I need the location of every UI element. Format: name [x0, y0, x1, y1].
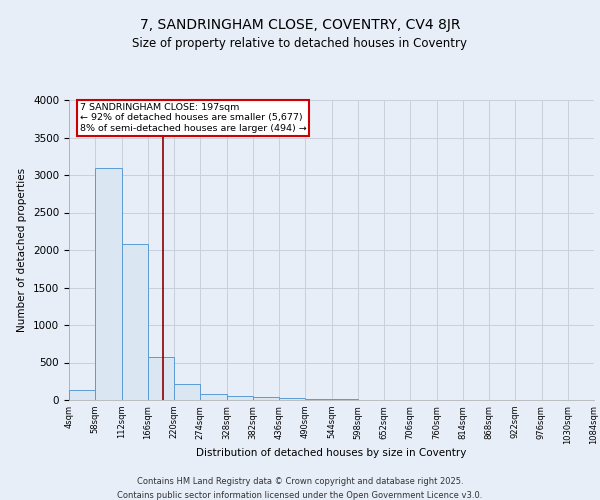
Y-axis label: Number of detached properties: Number of detached properties	[17, 168, 28, 332]
X-axis label: Distribution of detached houses by size in Coventry: Distribution of detached houses by size …	[196, 448, 467, 458]
Bar	[148, 356, 174, 400]
Text: 7 SANDRINGHAM CLOSE: 197sqm
← 92% of detached houses are smaller (5,677)
8% of s: 7 SANDRINGHAM CLOSE: 197sqm ← 92% of det…	[79, 103, 306, 133]
Bar	[69, 390, 95, 400]
Bar	[227, 396, 253, 400]
Bar	[174, 384, 200, 400]
Text: Contains HM Land Registry data © Crown copyright and database right 2025.: Contains HM Land Registry data © Crown c…	[137, 478, 463, 486]
Bar	[200, 394, 227, 400]
Text: 7, SANDRINGHAM CLOSE, COVENTRY, CV4 8JR: 7, SANDRINGHAM CLOSE, COVENTRY, CV4 8JR	[140, 18, 460, 32]
Bar	[121, 244, 148, 400]
Bar	[95, 168, 121, 400]
Bar	[253, 397, 279, 400]
Text: Contains public sector information licensed under the Open Government Licence v3: Contains public sector information licen…	[118, 491, 482, 500]
Text: Size of property relative to detached houses in Coventry: Size of property relative to detached ho…	[133, 38, 467, 51]
Bar	[305, 398, 331, 400]
Bar	[279, 398, 305, 400]
